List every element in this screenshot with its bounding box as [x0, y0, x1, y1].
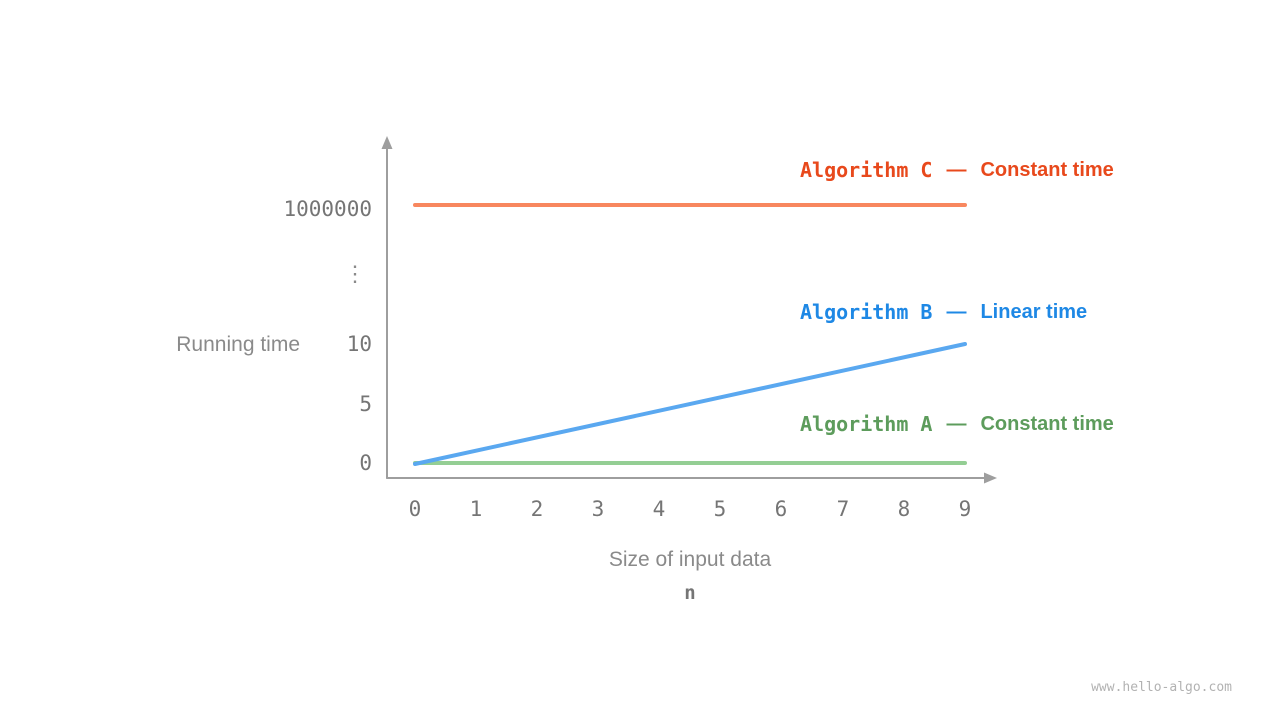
legend-dash-icon: —	[946, 300, 967, 323]
series-line-algorithm-b	[413, 342, 967, 466]
legend-algorithm-a: Algorithm A — Constant time	[800, 409, 1114, 439]
watermark-url: www.hello-algo.com	[1091, 680, 1232, 695]
y-axis-break-ellipsis-icon: ⋮	[344, 262, 366, 287]
x-tick-5: 5	[713, 497, 727, 521]
y-tick-5: 5	[359, 392, 372, 416]
legend-series-name: Algorithm A	[800, 412, 933, 436]
legend-algorithm-c: Algorithm C — Constant time	[800, 155, 1114, 185]
x-tick-2: 2	[530, 497, 544, 521]
x-tick-0: 0	[408, 497, 422, 521]
x-tick-6: 6	[774, 497, 788, 521]
legend-series-label: Constant time	[980, 158, 1114, 181]
y-tick-10: 10	[346, 332, 372, 356]
legend-series-name: Algorithm C	[800, 158, 933, 182]
x-tick-4: 4	[652, 497, 666, 521]
legend-series-label: Constant time	[980, 412, 1114, 435]
x-tick-8: 8	[897, 497, 911, 521]
y-tick-0: 0	[359, 451, 372, 475]
legend-dash-icon: —	[946, 412, 967, 435]
x-tick-1: 1	[469, 497, 483, 521]
legend-algorithm-b: Algorithm B — Linear time	[800, 297, 1087, 327]
x-axis-arrow-icon	[984, 472, 997, 484]
legend-series-name: Algorithm B	[800, 300, 933, 324]
legend-dash-icon: —	[946, 158, 967, 181]
y-axis-title: Running time	[176, 333, 300, 356]
y-tick-1000000: 1000000	[283, 197, 372, 221]
x-tick-9: 9	[958, 497, 972, 521]
legend-series-label: Linear time	[980, 300, 1088, 323]
x-tick-7: 7	[836, 497, 850, 521]
x-axis-title: Size of input data	[608, 548, 772, 571]
x-axis-symbol: n	[684, 582, 696, 604]
x-tick-3: 3	[591, 497, 605, 521]
y-axis-arrow-icon	[381, 136, 393, 149]
